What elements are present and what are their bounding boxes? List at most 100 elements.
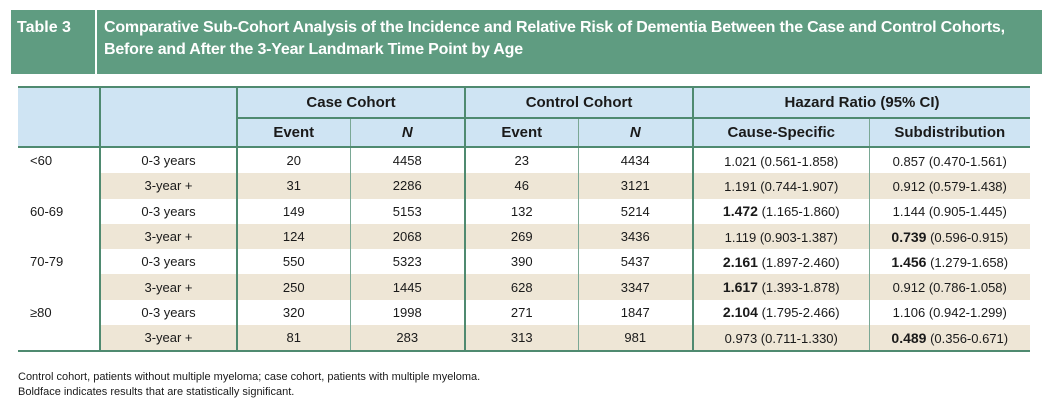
- cell-subdistribution-bold-value: 1.456: [891, 253, 927, 270]
- cell-case-n: 5153: [349, 198, 465, 224]
- cell-period: 0-3 years: [99, 198, 237, 224]
- table-row: 3-year +250 1445 628 3347 1.617 (1.393-1.878…: [18, 274, 1031, 300]
- table-number: Table 3: [17, 19, 71, 36]
- cell-cause-specific-bold-value: 2.104: [722, 304, 758, 321]
- footnote-line1: Control cohort, patients without multipl…: [18, 371, 481, 383]
- cell-case-event: 550: [236, 249, 350, 275]
- cell-period: 3-year +: [99, 223, 237, 250]
- cell-cause-specific: 1.617 (1.393-1.878): [692, 274, 870, 300]
- cell-period: 3-year +: [99, 173, 237, 199]
- table-row: 3-year +124 2068 269 3436 1.119 (0.903-1.387…: [18, 223, 1031, 250]
- cell-age: 70-79: [30, 254, 64, 270]
- cell-subdistribution-value: (0.356-0.671): [926, 330, 1009, 346]
- cell-cause-specific: 1.472 (1.165-1.860): [692, 198, 870, 224]
- cell-cause-specific-value: 1.119 (0.903-1.387): [724, 229, 838, 245]
- cell-cause-specific-bold-value: 1.472: [722, 203, 758, 220]
- table-row: 3-year +31 2286 46 3121 1.191 (0.744-1.907) 0…: [18, 173, 1031, 199]
- cell-control-n: 3347: [577, 274, 694, 300]
- cell-period: 3-year +: [99, 274, 237, 300]
- table-row: <60 0-3 years 20 4458 23 4434 1.021 (0.561-1.8…: [18, 147, 1031, 174]
- cell-case-event: 81: [236, 325, 350, 353]
- cell-cause-specific: 1.119 (0.903-1.387): [692, 223, 870, 250]
- cell-control-n: 3121: [577, 173, 694, 199]
- table-title-bar: Table 3 Comparative Sub-Cohort Analysis …: [11, 10, 1042, 74]
- header-case-cohort: Case Cohort: [236, 87, 465, 119]
- cell-control-n: 5437: [577, 249, 694, 275]
- cell-subdistribution-value: (1.279-1.658): [926, 254, 1009, 270]
- header-row-columns: Event N Event N Cause-Specific Subdistri…: [18, 118, 1031, 148]
- table-title: Comparative Sub-Cohort Analysis of the I…: [104, 17, 1040, 61]
- cell-subdistribution: 0.857 (0.470-1.561): [868, 147, 1031, 174]
- header-case-n-label: N: [401, 124, 413, 141]
- cell-cause-specific-value: 1.191 (0.744-1.907): [724, 178, 839, 194]
- cell-age: [18, 325, 100, 353]
- header-empty-age-2: [18, 118, 100, 148]
- header-case-n: N: [349, 118, 465, 148]
- cell-subdistribution: 1.144 (0.905-1.445): [868, 198, 1031, 224]
- cell-subdistribution-bold-value: 0.739: [891, 228, 927, 245]
- cell-case-event: 250: [236, 274, 350, 300]
- cell-subdistribution: 0.489 (0.356-0.671): [868, 325, 1031, 353]
- cell-subdistribution-value: (0.596-0.915): [926, 229, 1009, 245]
- header-cause-specific: Cause-Specific: [692, 118, 870, 148]
- data-table: Case Cohort Control Cohort Hazard Ratio …: [18, 86, 1031, 353]
- cell-period: 0-3 years: [99, 299, 237, 326]
- cell-cause-specific-bold-value: 1.617: [722, 279, 758, 296]
- cell-case-event: 124: [236, 223, 350, 250]
- cell-control-event: 628: [464, 274, 578, 300]
- table-body: <60 0-3 years 20 4458 23 4434 1.021 (0.561-1.8…: [18, 147, 1031, 353]
- cell-subdistribution: 0.739 (0.596-0.915): [868, 223, 1031, 250]
- header-control-n: N: [577, 118, 694, 148]
- cell-control-n: 981: [577, 325, 694, 353]
- cell-case-n: 1998: [349, 299, 465, 326]
- header-case-event: Event: [236, 118, 350, 148]
- cell-case-event: 31: [236, 173, 350, 199]
- cell-period: 3-year +: [99, 325, 237, 353]
- cell-control-n: 5214: [577, 198, 694, 224]
- cell-subdistribution: 0.912 (0.786-1.058): [868, 274, 1031, 300]
- cell-control-event: 271: [464, 299, 578, 326]
- cell-case-n: 2068: [349, 223, 465, 250]
- cell-case-event: 320: [236, 299, 350, 326]
- cell-control-event: 46: [464, 173, 578, 199]
- cell-cause-specific-value: 0.973 (0.711-1.330): [724, 330, 838, 346]
- cell-age: [18, 173, 100, 198]
- footnote-line2: Boldface indicates results that are stat…: [18, 386, 295, 398]
- cell-age: ≥80: [30, 304, 52, 320]
- cell-cause-specific-value: 1.021 (0.561-1.858): [724, 153, 839, 169]
- cell-age: <60: [30, 153, 53, 169]
- cell-control-event: 269: [464, 223, 578, 250]
- cell-cause-specific-value: (1.393-1.878): [757, 280, 840, 296]
- cell-control-event: 390: [464, 249, 578, 275]
- cell-control-n: 1847: [577, 299, 694, 326]
- cell-cause-specific-bold-value: 2.161: [722, 253, 758, 270]
- cell-cause-specific: 1.191 (0.744-1.907): [692, 173, 870, 199]
- cell-cause-specific: 1.021 (0.561-1.858): [692, 147, 870, 174]
- cell-subdistribution-value: 0.912 (0.579-1.438): [892, 178, 1007, 194]
- header-subdistribution: Subdistribution: [868, 118, 1031, 148]
- table-row: 60-69 0-3 years 149 5153 132 5214 1.472 (1.165…: [18, 198, 1031, 224]
- cell-subdistribution-value: 1.106 (0.942-1.299): [892, 305, 1007, 321]
- header-empty-period: [99, 87, 237, 118]
- cell-control-event: 23: [464, 147, 578, 174]
- cell-control-n: 4434: [577, 147, 694, 174]
- table-row: ≥80 0-3 years 320 1998 271 1847 2.104 (1.795-2…: [18, 299, 1031, 326]
- cell-case-event: 149: [236, 198, 350, 224]
- cell-case-n: 5323: [349, 249, 465, 275]
- cell-cause-specific: 2.161 (1.897-2.460): [692, 249, 870, 275]
- header-empty-age: [18, 87, 100, 118]
- table-row: 3-year +81 283 313 981 0.973 (0.711-1.330) 0.…: [18, 325, 1031, 353]
- cell-case-n: 1445: [349, 274, 465, 300]
- cell-control-event: 313: [464, 325, 578, 353]
- cell-period: 0-3 years: [99, 249, 237, 275]
- cell-subdistribution-value: 0.912 (0.786-1.058): [892, 280, 1007, 296]
- cell-subdistribution: 0.912 (0.579-1.438): [868, 173, 1031, 199]
- cell-case-event: 20: [236, 147, 350, 174]
- cell-cause-specific-value: (1.897-2.460): [757, 254, 840, 270]
- header-hazard-ratio: Hazard Ratio (95% CI): [692, 87, 1031, 119]
- cell-subdistribution-value: 1.144 (0.905-1.445): [892, 204, 1007, 220]
- cell-case-n: 4458: [349, 147, 465, 174]
- table-title-line2: Before and After the 3-Year Landmark Tim…: [104, 41, 523, 58]
- header-control-cohort: Control Cohort: [463, 87, 694, 119]
- cell-control-event: 132: [464, 198, 578, 224]
